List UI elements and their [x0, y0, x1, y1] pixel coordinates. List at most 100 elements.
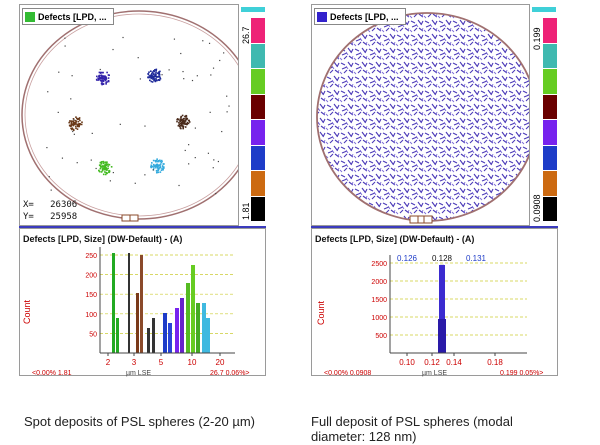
- colorbar-segment: [251, 94, 265, 119]
- left-hist-title: Defects [LPD, Size] (DW-Default) - (A): [23, 234, 183, 244]
- stray-defect: [215, 193, 217, 195]
- y-tick-label: 200: [85, 273, 97, 280]
- stray-defect: [194, 157, 196, 159]
- hist-bar: [196, 303, 200, 353]
- stray-defect: [112, 171, 114, 174]
- stray-defect: [71, 75, 73, 77]
- stray-defect: [90, 159, 92, 161]
- right-histogram-panel[interactable]: Defects [LPD, Size] (DW-Default) - (A) C…: [311, 228, 558, 377]
- wafer-outline: [316, 12, 538, 222]
- right-axis-bottom-right: 0.199 0.05%>: [500, 370, 543, 377]
- left-colorbar[interactable]: 26.7 1.81: [238, 4, 267, 226]
- stray-defect: [188, 144, 190, 146]
- legend-swatch-icon: [317, 11, 327, 22]
- stray-defect: [161, 74, 163, 76]
- left-axis-bottom-right: 26.7 0.06%>: [210, 370, 250, 377]
- peak-label: 0.126: [397, 254, 418, 263]
- x-tick-label: 20: [216, 358, 225, 367]
- colorbar-segment: [251, 18, 265, 43]
- colorbar-segment: [543, 18, 557, 43]
- stray-defect: [180, 52, 182, 55]
- right-histogram-svg: Count 2500 2000 1500 1000 500 0.10 0.12 0.14 0.1…: [316, 254, 543, 377]
- hist-bar: [439, 265, 445, 353]
- right-hist-title: Defects [LPD, Size] (DW-Default) - (A): [315, 234, 475, 244]
- y-tick-label: 250: [85, 253, 97, 260]
- right-wafer-svg[interactable]: [312, 5, 559, 227]
- x-tick-label: 0.10: [399, 358, 415, 367]
- stray-defect: [72, 130, 74, 133]
- left-wafer-svg[interactable]: [20, 5, 267, 227]
- hist-bar: [191, 265, 195, 353]
- stray-defect: [46, 146, 48, 149]
- right-axis-bottom-mid: µm LSE: [422, 370, 447, 377]
- hist-bar: [136, 293, 139, 353]
- left-legend-tab[interactable]: Defects [LPD, ...: [22, 8, 114, 25]
- stray-defect: [91, 132, 93, 134]
- x-tick-label: 0.14: [446, 358, 462, 367]
- stray-defect: [64, 45, 66, 47]
- hist-bar: [128, 253, 130, 353]
- hist-bar: [206, 318, 210, 353]
- x-tick-label: 10: [188, 358, 197, 367]
- stray-defect: [217, 160, 219, 163]
- colorbar-segment: [251, 196, 265, 221]
- y-tick-label: 1500: [371, 297, 387, 304]
- coord-y: Y= 25958: [23, 212, 78, 222]
- right-wafer-map-panel[interactable]: Defects [LPD, ...: [311, 4, 558, 226]
- stray-defect: [188, 163, 190, 165]
- colorbar-segment: [543, 94, 557, 119]
- colorbar-segment: [543, 43, 557, 68]
- left-axis-bottom-mid: µm LSE: [126, 370, 151, 377]
- stray-defect: [95, 167, 97, 170]
- stray-defect: [194, 127, 196, 129]
- stray-defect: [112, 48, 114, 51]
- left-histogram-panel[interactable]: Defects [LPD, Size] (DW-Default) - (A) C…: [19, 228, 266, 377]
- stray-defect: [226, 111, 228, 113]
- wafer-notch: [409, 215, 433, 224]
- stray-defect: [57, 111, 59, 113]
- stray-defect: [119, 123, 121, 125]
- right-histogram-bars: 2500 2000 1500 1000 500 0.10 0.12 0.14 0.18 0.126…: [371, 254, 527, 367]
- colorbar-segment: [543, 145, 557, 170]
- defect-clusters: [46, 36, 230, 195]
- defect-cluster: [176, 114, 191, 130]
- colorbar-segment: [543, 196, 557, 221]
- stray-defect: [223, 52, 225, 54]
- stray-defect: [144, 125, 146, 127]
- left-colorbar-max: 26.7: [241, 26, 251, 44]
- right-legend-label: Defects [LPD, ...: [330, 11, 399, 22]
- defect-cluster: [98, 160, 113, 176]
- x-tick-label: 0.18: [487, 358, 503, 367]
- right-legend-tab[interactable]: Defects [LPD, ...: [314, 8, 406, 25]
- stray-defect: [99, 68, 101, 71]
- y-tick-label: 2500: [371, 261, 387, 268]
- right-y-label: Count: [316, 300, 326, 325]
- y-tick-label: 2000: [371, 279, 387, 286]
- hist-bar: [112, 253, 115, 353]
- left-wafer-map-panel[interactable]: Defects [LPD, ... X= 26306 Y= 25958: [19, 4, 266, 226]
- right-caption-line1: Full deposit of PSL spheres (modal: [311, 414, 513, 429]
- defect-cluster: [68, 116, 83, 132]
- stray-defect: [58, 71, 60, 73]
- hist-bar: [175, 308, 179, 353]
- peak-label: 0.131: [466, 254, 487, 263]
- stray-defect: [48, 176, 50, 178]
- stray-defect: [196, 75, 198, 77]
- x-tick-label: 0.12: [424, 358, 440, 367]
- stray-defect: [202, 40, 204, 42]
- stray-defect: [73, 133, 75, 135]
- hist-bar: [186, 283, 190, 353]
- x-tick-label: 3: [132, 358, 137, 367]
- stray-defect: [213, 159, 215, 161]
- hist-bar: [116, 318, 119, 353]
- wafer-outline: [21, 10, 257, 220]
- defect-cluster: [147, 68, 162, 83]
- right-caption: Full deposit of PSL spheres (modal diame…: [311, 414, 513, 444]
- stray-defect: [208, 42, 211, 44]
- right-colorbar[interactable]: 0.199 0.0908: [529, 4, 559, 226]
- stray-defect: [61, 157, 64, 159]
- stray-defect: [64, 37, 66, 39]
- left-caption: Spot deposits of PSL spheres (2-20 µm): [24, 414, 256, 429]
- stray-defect: [144, 174, 146, 176]
